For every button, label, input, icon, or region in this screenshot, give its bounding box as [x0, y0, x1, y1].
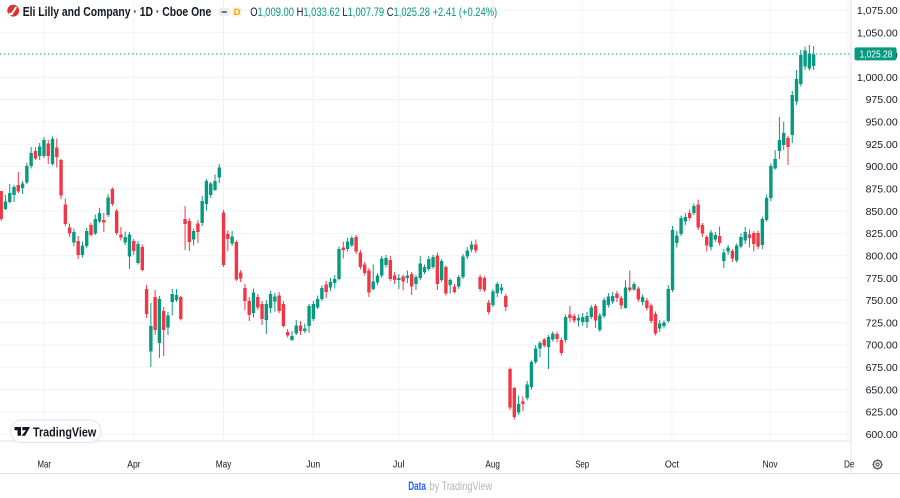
svg-text:800.00: 800.00	[866, 250, 898, 262]
svg-text:725.00: 725.00	[866, 317, 898, 329]
svg-text:875.00: 875.00	[866, 184, 898, 196]
svg-text:1,000.00: 1,000.00	[857, 72, 898, 84]
svg-text:D: D	[234, 7, 241, 18]
svg-text:Eli Lilly and Company · 1D · C: Eli Lilly and Company · 1D · Cboe One	[23, 5, 212, 19]
svg-text:TradingView: TradingView	[33, 424, 97, 439]
svg-text:675.00: 675.00	[866, 362, 898, 374]
svg-text:Aug: Aug	[485, 458, 500, 470]
svg-text:Sep: Sep	[575, 458, 589, 470]
svg-text:975.00: 975.00	[866, 94, 898, 106]
svg-text:May: May	[216, 458, 232, 470]
svg-text:1,050.00: 1,050.00	[857, 27, 898, 39]
svg-text:775.00: 775.00	[866, 273, 898, 285]
svg-text:Data: Data	[408, 479, 426, 493]
svg-text:O1,009.00 H1,033.62 L1,007.79: O1,009.00 H1,033.62 L1,007.79 C1,025.28 …	[250, 5, 497, 19]
svg-text:Apr: Apr	[127, 458, 141, 470]
svg-text:750.00: 750.00	[866, 295, 898, 307]
svg-text:Oct: Oct	[665, 458, 679, 470]
svg-text:850.00: 850.00	[866, 206, 898, 218]
svg-text:825.00: 825.00	[866, 228, 898, 240]
svg-text:625.00: 625.00	[866, 407, 898, 419]
svg-text:700.00: 700.00	[866, 340, 898, 352]
svg-text:950.00: 950.00	[866, 117, 898, 129]
svg-text:900.00: 900.00	[866, 161, 898, 173]
svg-text:Nov: Nov	[763, 458, 779, 470]
svg-text:1,075.00: 1,075.00	[857, 5, 898, 17]
svg-text:650.00: 650.00	[866, 384, 898, 396]
svg-text:600.00: 600.00	[866, 429, 898, 441]
svg-text:Jul: Jul	[393, 458, 405, 470]
svg-text:Mar: Mar	[38, 458, 52, 470]
svg-text:Jun: Jun	[306, 458, 320, 470]
svg-text:1,025.28: 1,025.28	[860, 50, 893, 61]
svg-text:by TradingView: by TradingView	[430, 479, 493, 493]
svg-text:925.00: 925.00	[866, 139, 898, 151]
svg-text:De: De	[844, 458, 855, 470]
